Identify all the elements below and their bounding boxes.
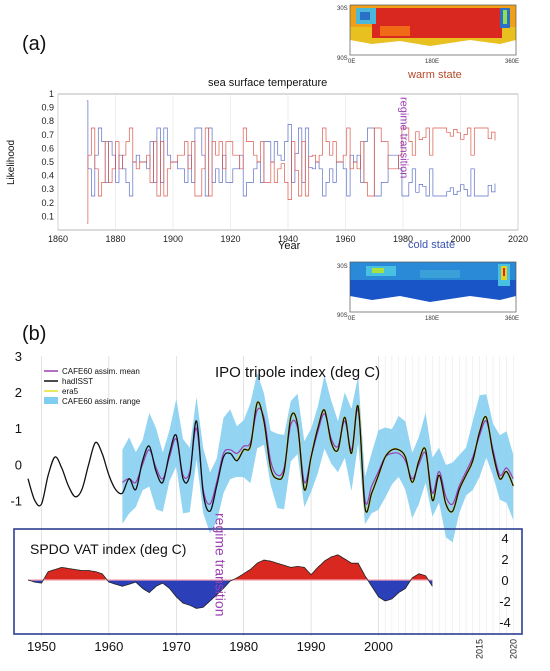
chart-b-ytick: 1 — [15, 421, 22, 436]
map-bottom-lon-360e: 360E — [505, 316, 519, 322]
map-top-lon-0e: 0E — [348, 59, 355, 65]
legend-label-cafe60-mean: CAFE60 assim. mean — [62, 367, 140, 376]
chart-a-xlabel: Year — [278, 240, 301, 252]
chart-a-ytick: 0.1 — [41, 211, 54, 221]
chart-a-regime-transition: regime transition — [397, 97, 409, 178]
chart-b-xtick: 1970 — [162, 639, 191, 654]
chart-a-series — [86, 100, 496, 224]
legend-swatch-cafe60-range — [44, 397, 58, 404]
chart-a-xtick: 1860 — [48, 234, 68, 244]
series-cafe60-mean — [122, 407, 514, 506]
chart-a-ytick: 0.9 — [41, 103, 54, 113]
chart-c-ytick: 4 — [501, 531, 508, 546]
chart-b-xtick: 1980 — [229, 639, 258, 654]
chart-a-ytick: 0.8 — [41, 116, 54, 126]
chart-b-regime-transition: regime transition — [212, 513, 228, 617]
spdo-area — [27, 554, 433, 609]
chart-a-ytick: 0.5 — [41, 157, 54, 167]
spdo-positive-area — [44, 567, 106, 580]
cafe60-range-band — [122, 372, 514, 543]
chart-b-ytick: 2 — [15, 385, 22, 400]
spdo-positive-area — [233, 554, 367, 580]
chart-b-legend: CAFE60 assim. mean hadISST era5 CAFE60 a… — [44, 367, 141, 406]
chart-a-xtick: 1880 — [105, 234, 125, 244]
chart-a-xtick: 1920 — [220, 234, 240, 244]
legend-label-cafe60-range: CAFE60 assim. range — [62, 397, 141, 406]
chart-a-ytick: 0.3 — [41, 184, 54, 194]
chart-a-xtick: 1960 — [335, 234, 355, 244]
chart-c-ytick: 0 — [501, 573, 508, 588]
chart-c-ytick: -2 — [499, 594, 511, 609]
spdo-outline — [27, 554, 433, 609]
chart-a-title: sea surface temperature — [208, 77, 327, 89]
chart-b-xtick-rotated: 2020 — [508, 639, 518, 659]
chart-b-series — [27, 401, 515, 514]
chart-a-ytick: 0.6 — [41, 143, 54, 153]
chart-a-ytick: 0.2 — [41, 198, 54, 208]
map-top-lat-30s: 30S — [337, 6, 348, 12]
chart-b-title: IPO tripole index (deg C) — [215, 364, 380, 381]
chart-b-xtick-rotated: 2015 — [475, 639, 485, 659]
chart-b-xtick: 1990 — [297, 639, 326, 654]
chart-b-ytick: -1 — [10, 493, 22, 508]
chart-a-xtick: 1980 — [393, 234, 413, 244]
chart-c-ytick: -4 — [499, 615, 511, 630]
chart-a-ytick: 1 — [49, 89, 54, 99]
legend-label-era5: era5 — [62, 387, 79, 396]
warm-state-map: 30S 90S 0E 180E 360E warm state — [337, 4, 519, 81]
chart-a-gridlines — [57, 94, 519, 230]
chart-a-ytick: 0.7 — [41, 130, 54, 140]
spdo-negative-area — [368, 580, 411, 601]
chart-b-ytick: 0 — [15, 457, 22, 472]
cold-state-map: 30S 90S 0E 180E 360E — [337, 261, 519, 322]
chart-b-xtick: 1950 — [27, 639, 56, 654]
spdo-negative-area — [107, 580, 232, 609]
spdo-negative-area — [29, 580, 44, 584]
chart-a-xtick: 1900 — [163, 234, 183, 244]
chart-c-ytick: 2 — [501, 552, 508, 567]
chart-a-ylabel: Likelihood — [6, 140, 17, 185]
panel-b-label: (b) — [22, 323, 46, 345]
map-bottom-lon-0e: 0E — [348, 316, 355, 322]
map-bottom-lat-30s: 30S — [337, 264, 348, 270]
chart-b-xtick: 1960 — [94, 639, 123, 654]
map-top-lon-360e: 360E — [505, 59, 519, 65]
map-bottom-lon-180e: 180E — [425, 316, 439, 322]
chart-a-xtick: 2000 — [450, 234, 470, 244]
map-top-lat-90s: 90S — [337, 56, 348, 62]
cafe60-range-polygon — [122, 372, 514, 543]
map-bottom-label: cold state — [408, 239, 455, 251]
map-top-lon-180e: 180E — [425, 59, 439, 65]
legend-label-hadisst: hadISST — [62, 377, 93, 386]
chart-a-xtick: 1940 — [278, 234, 298, 244]
series-hadisst — [27, 401, 514, 513]
chart-c-title: SPDO VAT index (deg C) — [30, 541, 186, 557]
spdo-box — [13, 528, 523, 635]
chart-b-xtick: 2000 — [364, 639, 393, 654]
map-bottom-lat-90s: 90S — [337, 313, 348, 319]
chart-a-xtick: 2020 — [508, 234, 528, 244]
chart-b-ytick: 3 — [15, 349, 22, 364]
chart-a-ytick: 0.4 — [41, 171, 54, 181]
series-warm-state — [86, 127, 496, 224]
panel-a-label: (a) — [22, 33, 46, 55]
map-top-label: warm state — [407, 69, 462, 81]
